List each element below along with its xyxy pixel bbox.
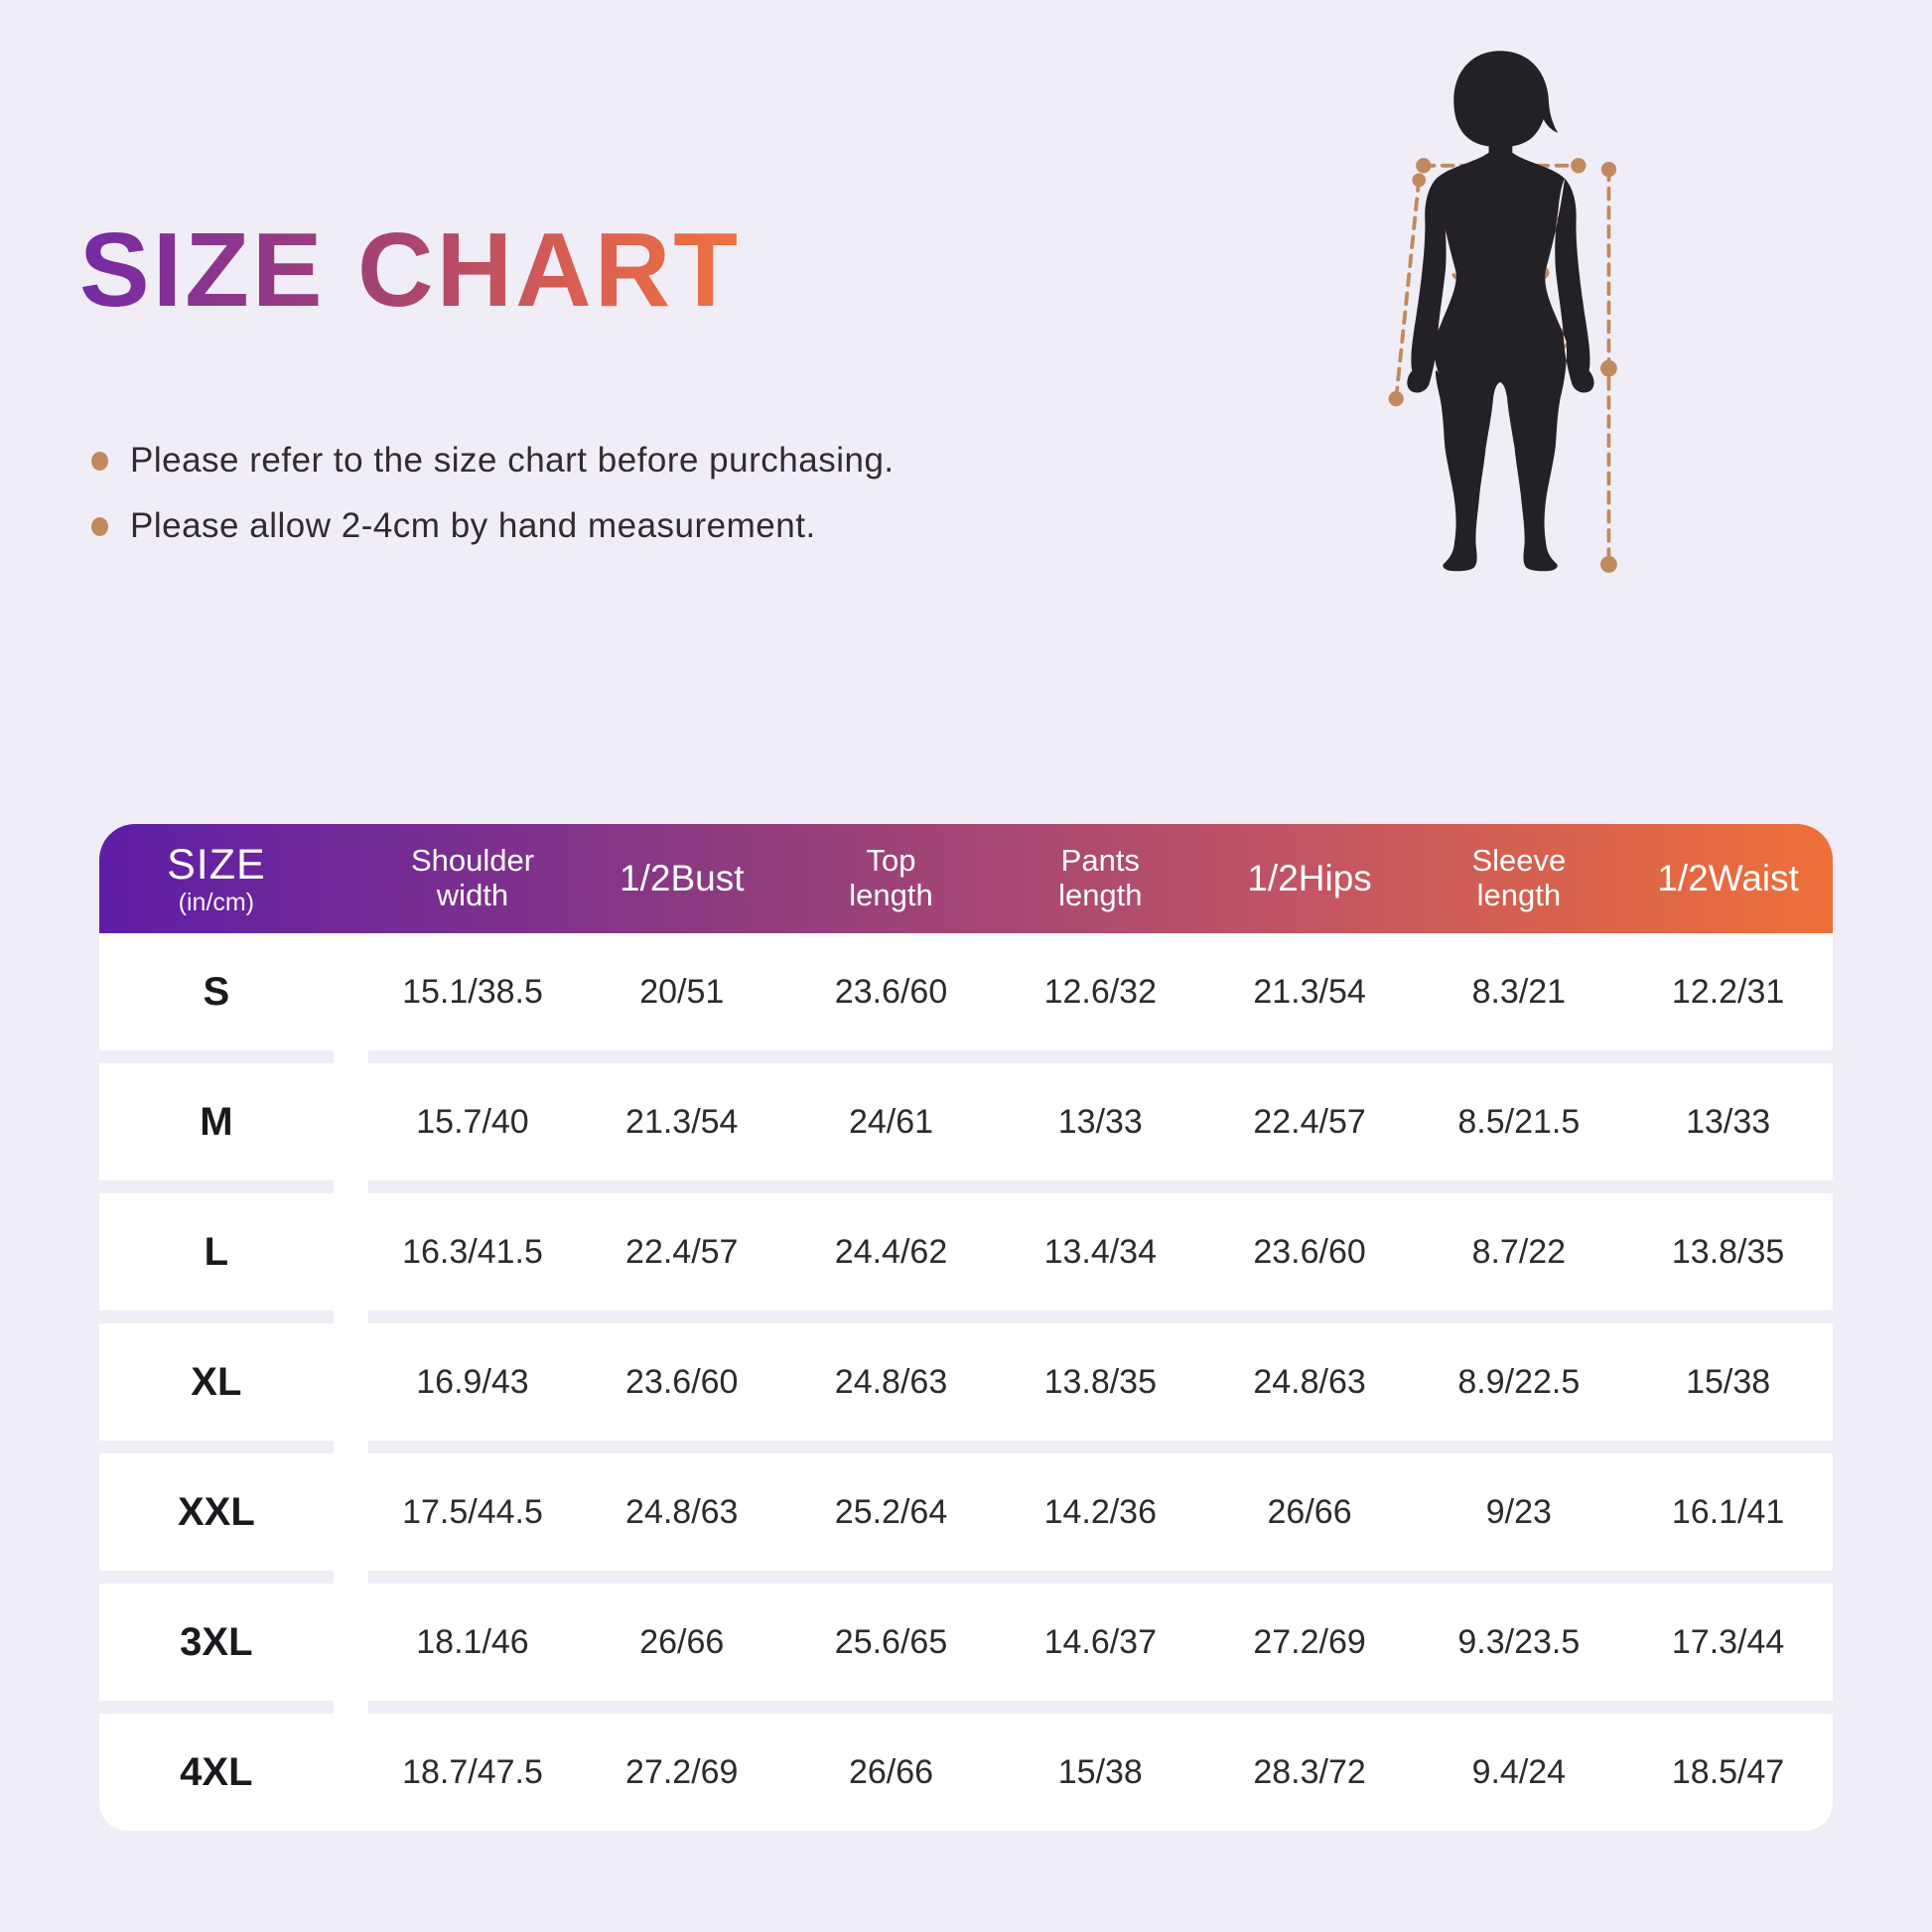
value-cell: 9.4/24 [1471,1752,1567,1791]
size-cell: S [203,969,230,1014]
value-cell: 15.7/40 [416,1102,529,1141]
value-cell: 15/38 [1057,1752,1143,1791]
value-cell: 18.7/47.5 [402,1752,543,1791]
value-cell: 23.6/60 [1253,1232,1366,1271]
row-separator [99,1311,1833,1323]
measurement-dots [1388,158,1617,573]
value-cell: 9.3/23.5 [1457,1622,1581,1661]
value-cell: 26/66 [1267,1492,1352,1531]
value-cell: 14.2/36 [1043,1492,1158,1531]
value-cell: 24/61 [848,1102,934,1141]
value-cell: 16.9/43 [416,1362,529,1401]
value-cell: 27.2/69 [1253,1622,1366,1661]
table-row-3xl: 3XL 18.1/46 26/66 25.6/65 14.6/37 27.2/6… [99,1584,1833,1701]
value-cell: 13/33 [1057,1102,1143,1141]
row-separator [99,1050,1833,1063]
header-cell-pants-length: Pants length [1058,843,1143,912]
value-cell: 22.4/57 [1253,1102,1366,1141]
page-title: SIZE CHART [79,211,741,329]
size-table: SIZE (in/cm) Shoulder width 1/2Bust Top … [99,824,1833,1831]
value-cell: 25.2/64 [834,1492,948,1531]
table-row-4xl: 4XL 18.7/47.5 27.2/69 26/66 15/38 28.3/7… [99,1714,1833,1831]
notes-list: Please refer to the size chart before pu… [91,441,895,572]
value-cell: 13.8/35 [1043,1362,1158,1401]
value-cell: 17.3/44 [1671,1622,1785,1661]
value-cell: 8.7/22 [1471,1232,1567,1271]
value-cell: 18.1/46 [416,1622,529,1661]
value-cell: 24.8/63 [1253,1362,1366,1401]
size-cell: 4XL [180,1749,253,1794]
value-cell: 13/33 [1686,1102,1771,1141]
size-table-header: SIZE (in/cm) Shoulder width 1/2Bust Top … [99,824,1833,933]
header-cell-sleeve-length: Sleeve length [1471,843,1567,912]
value-cell: 24.8/63 [834,1362,948,1401]
table-row-s: S 15.1/38.5 20/51 23.6/60 12.6/32 21.3/5… [99,933,1833,1050]
value-cell: 24.8/63 [625,1492,739,1531]
size-cell: XL [191,1359,242,1404]
table-row-m: M 15.7/40 21.3/54 24/61 13/33 22.4/57 8.… [99,1063,1833,1180]
value-cell: 22.4/57 [625,1232,739,1271]
value-cell: 13.8/35 [1671,1232,1785,1271]
value-cell: 16.1/41 [1671,1492,1785,1531]
bullet-dot-icon [91,451,108,471]
size-cell: XXL [177,1489,255,1534]
row-separator [99,1571,1833,1584]
value-cell: 9/23 [1485,1492,1552,1531]
bullet-dot-icon [91,516,108,536]
value-cell: 28.3/72 [1253,1752,1366,1791]
note-item: Please refer to the size chart before pu… [91,441,895,481]
value-cell: 24.4/62 [834,1232,948,1271]
value-cell: 8.3/21 [1471,972,1567,1011]
body-silhouette [1407,51,1594,572]
value-cell: 23.6/60 [625,1362,739,1401]
value-cell: 12.2/31 [1671,972,1785,1011]
size-cell: M [200,1099,233,1144]
sleeve-measure-line [1394,178,1422,401]
value-cell: 25.6/65 [834,1622,948,1661]
row-separator [99,1441,1833,1453]
value-cell: 20/51 [639,972,725,1011]
value-cell: 15.1/38.5 [402,972,543,1011]
table-row-xxl: XXL 17.5/44.5 24.8/63 25.2/64 14.2/36 26… [99,1453,1833,1571]
table-row-l: L 16.3/41.5 22.4/57 24.4/62 13.4/34 23.6… [99,1193,1833,1311]
note-item: Please allow 2-4cm by hand measurement. [91,506,895,546]
value-cell: 26/66 [848,1752,934,1791]
value-cell: 8.9/22.5 [1457,1362,1581,1401]
header-cell-size: SIZE (in/cm) [167,840,266,917]
value-cell: 12.6/32 [1043,972,1158,1011]
size-table-body: S 15.1/38.5 20/51 23.6/60 12.6/32 21.3/5… [99,933,1833,1831]
value-cell: 23.6/60 [834,972,948,1011]
table-row-xl: XL 16.9/43 23.6/60 24.8/63 13.8/35 24.8/… [99,1323,1833,1441]
size-cell: L [204,1229,229,1274]
note-text: Please refer to the size chart before pu… [130,441,895,480]
female-figure-illustration [1388,51,1617,573]
value-cell: 14.6/37 [1043,1622,1158,1661]
header-cell-half-waist: 1/2Waist [1657,858,1799,899]
value-cell: 26/66 [639,1622,725,1661]
value-cell: 21.3/54 [1253,972,1366,1011]
value-cell: 27.2/69 [625,1752,739,1791]
value-cell: 8.5/21.5 [1457,1102,1581,1141]
size-cell: 3XL [180,1619,253,1664]
row-separator [99,1701,1833,1714]
header-cell-top-length: Top length [849,843,933,912]
row-separator [99,1180,1833,1193]
value-cell: 13.4/34 [1043,1232,1158,1271]
header-cell-half-bust: 1/2Bust [620,858,745,899]
note-text: Please allow 2-4cm by hand measurement. [130,506,816,545]
value-cell: 15/38 [1686,1362,1771,1401]
header-cell-half-hips: 1/2Hips [1247,858,1372,899]
value-cell: 21.3/54 [625,1102,739,1141]
value-cell: 16.3/41.5 [402,1232,543,1271]
value-cell: 18.5/47 [1671,1752,1785,1791]
header-cell-shoulder-width: Shoulder width [410,843,535,912]
value-cell: 17.5/44.5 [402,1492,543,1531]
